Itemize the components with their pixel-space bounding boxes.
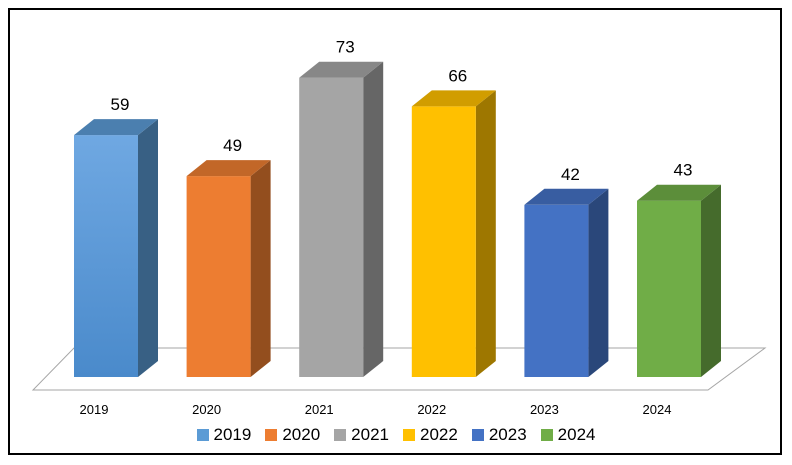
bar-top-2022 — [411, 90, 496, 107]
bar-side-2024 — [701, 184, 721, 377]
bar-front-2020 — [186, 176, 251, 377]
bar-side-2019 — [138, 119, 158, 377]
bars-group: 59 49 73 66 42 43 — [74, 38, 721, 378]
data-label-2020: 49 — [223, 136, 242, 155]
legend-label-2022: 2022 — [420, 425, 458, 444]
bar-front-2022 — [411, 106, 476, 378]
bar-top-2020 — [186, 160, 271, 177]
legend-item-2019: 2019 — [196, 425, 252, 445]
category-label-2019: 2019 — [80, 402, 109, 417]
category-labels: 2019 2020 2021 2022 2023 2024 — [80, 402, 672, 417]
category-label-2022: 2022 — [417, 402, 446, 417]
legend-label-2024: 2024 — [557, 425, 596, 444]
legend-item-2020: 2020 — [265, 425, 320, 445]
legend-swatch-2019 — [196, 429, 209, 441]
data-label-2024: 43 — [674, 161, 693, 180]
bar-side-2023 — [588, 188, 609, 377]
legend-label-2019: 2019 — [213, 425, 252, 444]
bar-top-2019 — [74, 119, 158, 136]
bar-2022: 66 — [411, 66, 496, 378]
legend-item-2023: 2023 — [471, 425, 527, 445]
category-label-2021: 2021 — [305, 402, 334, 417]
legend-item-2021: 2021 — [334, 425, 389, 445]
category-label-2024: 2024 — [643, 402, 672, 417]
legend: 2019 2020 2021 2022 2023 2024 — [0, 424, 792, 446]
bar-side-2020 — [250, 160, 271, 377]
bar-front-2021 — [299, 77, 364, 377]
legend-swatch-2023 — [471, 429, 484, 441]
bar-front-2023 — [524, 204, 589, 377]
legend-swatch-2022 — [403, 429, 415, 441]
bar-front-2024 — [637, 200, 701, 377]
data-label-2022: 66 — [448, 66, 467, 85]
bar-2019: 59 — [74, 95, 158, 377]
bar-2021: 73 — [299, 38, 384, 377]
legend-item-2022: 2022 — [403, 425, 458, 445]
bar-2024: 43 — [637, 161, 721, 377]
category-label-2023: 2023 — [530, 402, 559, 417]
data-label-2019: 59 — [111, 95, 130, 114]
data-label-2023: 42 — [561, 165, 580, 184]
bar-2023: 42 — [524, 165, 609, 377]
legend-item-2024: 2024 — [540, 425, 596, 445]
legend-label-2023: 2023 — [488, 425, 527, 444]
legend-swatch-2021 — [334, 429, 347, 441]
bar-side-2021 — [363, 61, 384, 377]
legend-label-2020: 2020 — [282, 425, 321, 444]
bar-2020: 49 — [186, 136, 271, 377]
legend-swatch-2024 — [540, 429, 553, 441]
bar-front-2019 — [74, 135, 138, 377]
bar-top-2024 — [637, 184, 721, 201]
data-label-2021: 73 — [336, 38, 355, 57]
category-label-2020: 2020 — [192, 402, 221, 417]
bar-top-2023 — [524, 188, 609, 205]
legend-swatch-2020 — [265, 429, 278, 441]
legend-label-2021: 2021 — [351, 425, 389, 444]
bar-side-2022 — [475, 90, 496, 378]
bar-top-2021 — [299, 61, 384, 78]
